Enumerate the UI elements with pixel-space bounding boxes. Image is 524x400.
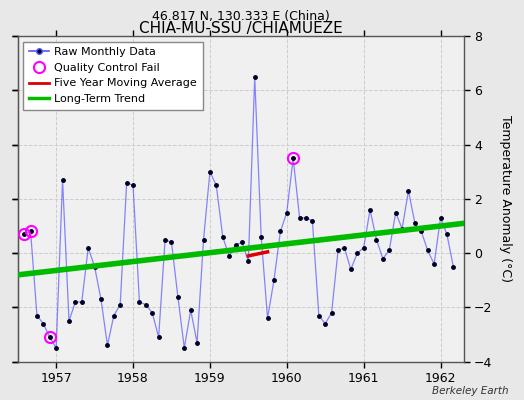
Text: Berkeley Earth: Berkeley Earth <box>432 386 508 396</box>
Y-axis label: Temperature Anomaly (°C): Temperature Anomaly (°C) <box>499 116 512 282</box>
Legend: Raw Monthly Data, Quality Control Fail, Five Year Moving Average, Long-Term Tren: Raw Monthly Data, Quality Control Fail, … <box>23 42 203 110</box>
Text: 46.817 N, 130.333 E (China): 46.817 N, 130.333 E (China) <box>152 10 330 23</box>
Title: CHIA-MU-SSU /CHIAMUEZE: CHIA-MU-SSU /CHIAMUEZE <box>139 21 343 36</box>
